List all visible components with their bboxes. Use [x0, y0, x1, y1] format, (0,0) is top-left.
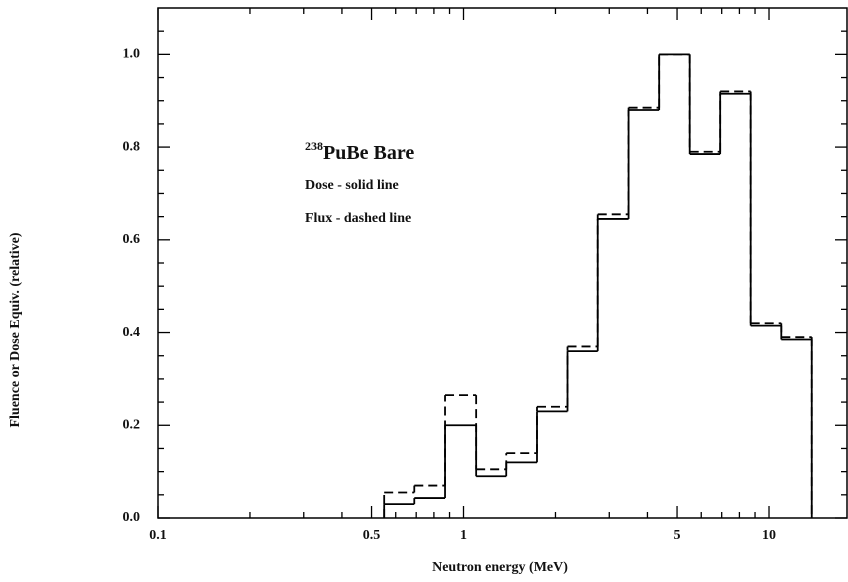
y-tick-label: 0.2: [123, 417, 141, 432]
plot-frame: [157, 7, 848, 519]
x-tick-label: 5: [674, 528, 681, 543]
y-axis-label: Fluence or Dose Equiv. (relative): [8, 232, 23, 427]
x-tick-label: 10: [762, 528, 776, 543]
y-tick-label: 0.6: [123, 232, 141, 247]
x-tick-label: 1: [460, 528, 467, 543]
y-tick-label: 0.4: [123, 325, 141, 340]
legend-entry: Dose - solid line: [305, 178, 399, 193]
legend-entry: Flux - dashed line: [305, 211, 411, 226]
title-superscript: 238: [305, 139, 323, 153]
y-tick-label: 1.0: [123, 47, 141, 62]
y-tick-label: 0.0: [123, 510, 141, 525]
x-tick-label: 0.5: [363, 528, 381, 543]
y-tick-label: 0.8: [123, 139, 141, 154]
x-axis-label: Neutron energy (MeV): [432, 560, 568, 575]
title-text: PuBe Bare: [323, 142, 414, 164]
chart-title: 238PuBe Bare: [305, 139, 414, 164]
x-tick-label: 0.1: [149, 528, 167, 543]
